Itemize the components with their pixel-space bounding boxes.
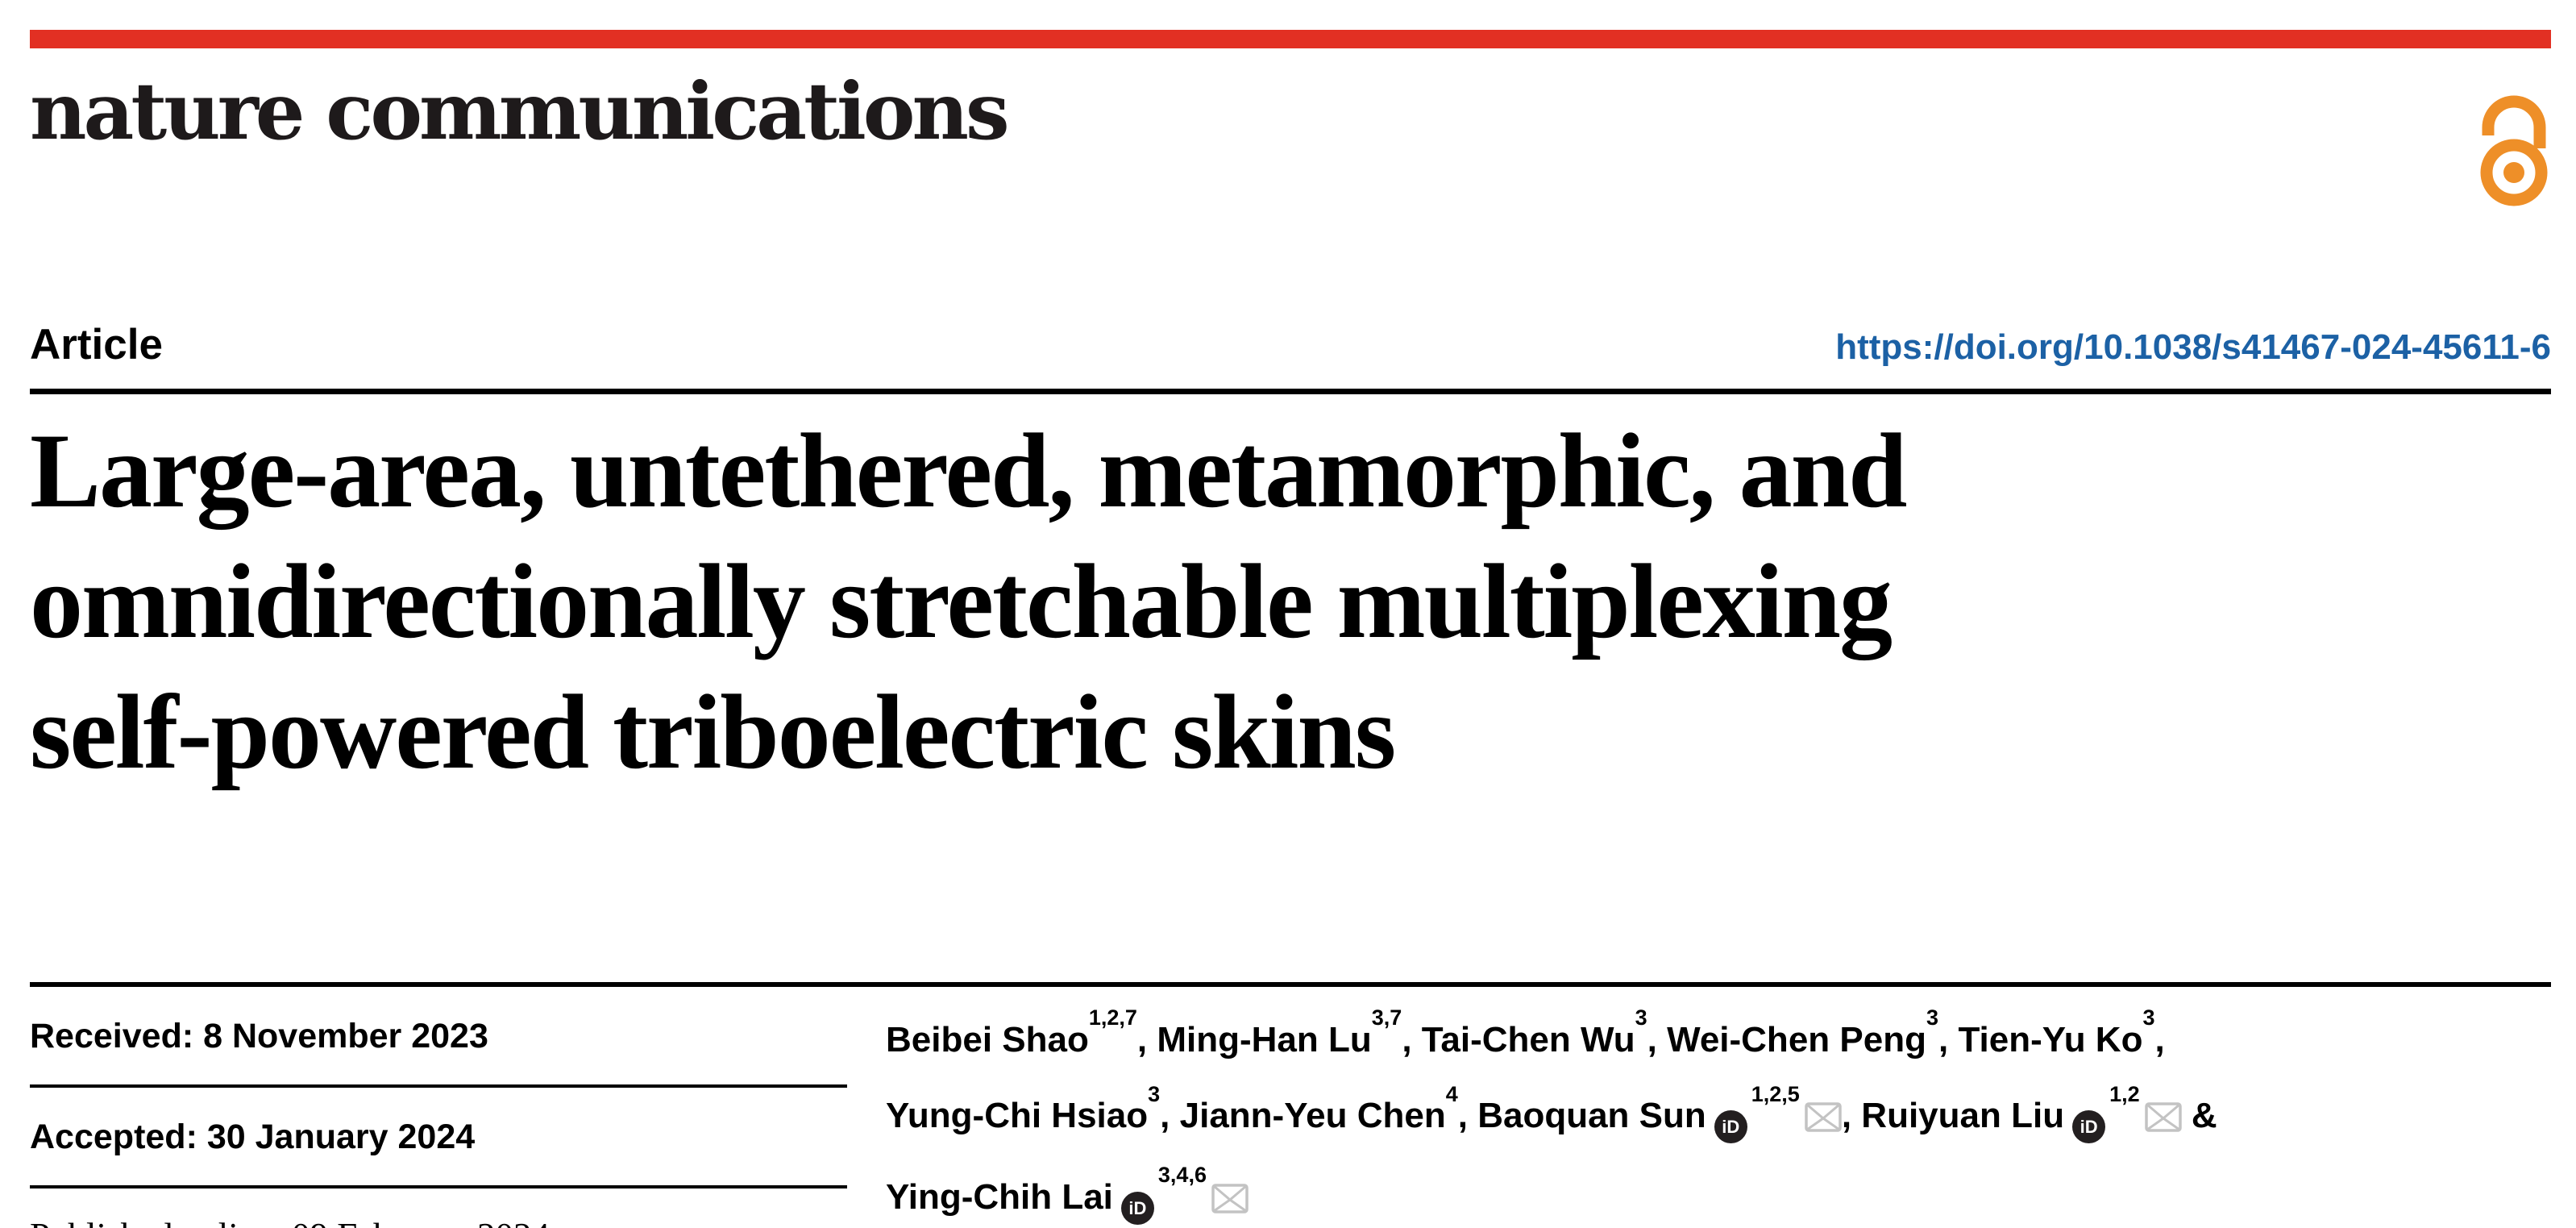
author-name: Ming-Han Lu <box>1157 1019 1372 1059</box>
history-dates: Received: 8 November 2023 Accepted: 30 J… <box>30 987 847 1228</box>
paper-title-line-1: Large-area, untethered, metamorphic, and <box>30 410 1907 530</box>
author-name: Ruiyuan Liu <box>1861 1096 2065 1136</box>
header-divider-rule <box>30 388 2551 394</box>
journal-logo[interactable]: nature communications <box>30 65 1010 157</box>
accepted-value: 30 January 2024 <box>206 1118 476 1156</box>
lock-body-ring <box>2480 139 2548 206</box>
orcid-icon[interactable]: iD <box>2072 1110 2106 1144</box>
author-affiliation-superscript: 3,4,6 <box>1157 1163 1207 1188</box>
published-date-row: Published online: 09 February 2024 <box>30 1188 847 1228</box>
author-name: Wei-Chen Peng <box>1667 1019 1926 1059</box>
author: Yung-Chi Hsiao3, <box>886 1082 1170 1136</box>
author-name: Jiann-Yeu Chen <box>1179 1096 1446 1136</box>
author-separator: , <box>1160 1096 1170 1136</box>
received-date-row: Received: 8 November 2023 <box>30 987 847 1088</box>
orcid-icon[interactable]: iD <box>1120 1191 1154 1225</box>
meta-section: Received: 8 November 2023 Accepted: 30 J… <box>30 987 2551 1228</box>
author: Jiann-Yeu Chen4, <box>1179 1082 1468 1136</box>
author: Ying-Chih Lai iD3,4,6 <box>886 1163 1249 1225</box>
email-envelope-icon[interactable] <box>1211 1168 1249 1228</box>
received-value: 8 November 2023 <box>203 1017 488 1055</box>
author-separator: & <box>2181 1096 2217 1136</box>
author-name: Ying-Chih Lai <box>886 1176 1113 1217</box>
author-affiliation-superscript: 3 <box>1148 1081 1161 1106</box>
orcid-icon[interactable]: iD <box>1714 1110 1747 1144</box>
envelope-svg <box>1211 1184 1249 1213</box>
author-affiliation-superscript: 3,7 <box>1371 1005 1402 1030</box>
open-access-icon[interactable] <box>2478 92 2549 206</box>
published-value: 09 February 2024 <box>292 1216 550 1228</box>
article-bar: Article https://doi.org/10.1038/s41467-0… <box>30 320 2551 369</box>
author-name: Baoquan Sun <box>1477 1096 1706 1136</box>
paper-title-line-3: self-powered triboelectric skins <box>30 672 1396 791</box>
email-envelope-icon[interactable] <box>2144 1087 2182 1155</box>
author-line: Yung-Chi Hsiao3, Jiann-Yeu Chen4, Baoqua… <box>886 1074 2551 1155</box>
author-separator: , <box>1647 1019 1657 1059</box>
author-affiliation-superscript: 1,2 <box>2109 1081 2140 1106</box>
meta-divider-rule <box>30 982 2551 987</box>
author: Wei-Chen Peng3, <box>1667 1005 1949 1059</box>
author-affiliation-superscript: 3 <box>2142 1005 2155 1030</box>
author-affiliation-superscript: 1,2,7 <box>1088 1005 1137 1030</box>
author-list: Beibei Shao1,2,7, Ming-Han Lu3,7, Tai-Ch… <box>886 987 2551 1228</box>
author-affiliation-superscript: 4 <box>1445 1081 1458 1106</box>
published-label: Published online: <box>30 1216 283 1228</box>
author-affiliation-superscript: 1,2,5 <box>1751 1081 1800 1106</box>
lock-body-dot <box>2503 162 2524 183</box>
author-separator: , <box>1402 1019 1412 1059</box>
envelope-svg <box>2144 1102 2182 1133</box>
author: Tai-Chen Wu3, <box>1421 1005 1657 1059</box>
open-access-lock-svg <box>2480 95 2548 206</box>
masthead-accent-bar <box>30 30 2551 48</box>
author-line: Beibei Shao1,2,7, Ming-Han Lu3,7, Tai-Ch… <box>886 997 2551 1074</box>
page-content: nature communications Article https://do… <box>30 30 2551 1228</box>
author-separator: , <box>1938 1019 1949 1059</box>
author-separator: , <box>2154 1019 2165 1059</box>
author-name: Tien-Yu Ko <box>1958 1019 2143 1059</box>
lock-shackle <box>2482 95 2546 148</box>
envelope-svg <box>1805 1102 1842 1133</box>
author-name: Beibei Shao <box>886 1019 1089 1059</box>
email-envelope-icon[interactable] <box>1805 1087 1842 1155</box>
received-label: Received: <box>30 1017 194 1055</box>
author: Baoquan Sun iD1,2,5, <box>1477 1082 1852 1144</box>
author: Beibei Shao1,2,7, <box>886 1005 1148 1059</box>
author-separator: , <box>1136 1019 1148 1059</box>
author-name: Tai-Chen Wu <box>1421 1019 1635 1059</box>
doi-link[interactable]: https://doi.org/10.1038/s41467-024-45611… <box>1835 327 2551 367</box>
author: Ming-Han Lu3,7, <box>1157 1005 1412 1059</box>
paper-title: Large-area, untethered, metamorphic, and… <box>30 406 2551 797</box>
author-line: Ying-Chih Lai iD3,4,6 <box>886 1155 2551 1228</box>
paper-title-line-2: omnidirectionally stretchable multiplexi… <box>30 541 1893 660</box>
author-separator: , <box>1457 1096 1468 1136</box>
author-separator: , <box>1841 1096 1852 1136</box>
accepted-label: Accepted: <box>30 1118 197 1156</box>
author: Ruiyuan Liu iD1,2 & <box>1861 1082 2217 1144</box>
author: Tien-Yu Ko3, <box>1958 1005 2165 1059</box>
author-affiliation-superscript: 3 <box>1635 1005 1647 1030</box>
accepted-date-row: Accepted: 30 January 2024 <box>30 1088 847 1188</box>
author-name: Yung-Chi Hsiao <box>886 1096 1149 1136</box>
author-affiliation-superscript: 3 <box>1926 1005 1938 1030</box>
article-type-label: Article <box>30 320 163 368</box>
